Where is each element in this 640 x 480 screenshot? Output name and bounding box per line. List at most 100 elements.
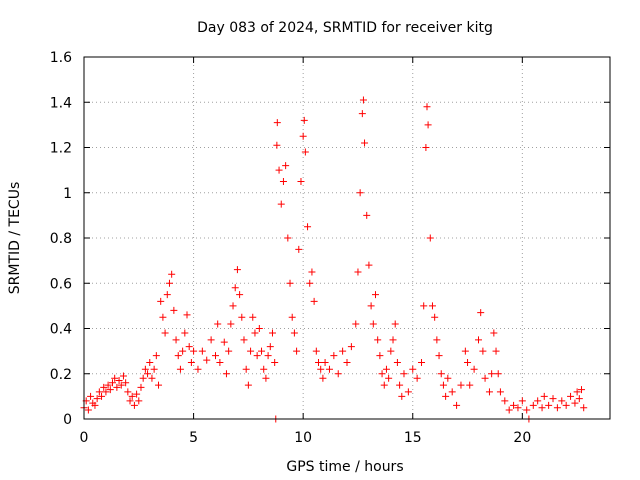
x-axis-label: GPS time / hours	[286, 459, 403, 475]
data-point	[247, 347, 255, 355]
data-point	[251, 329, 259, 337]
data-point	[304, 223, 312, 231]
data-point	[492, 347, 500, 355]
data-point	[240, 336, 248, 344]
plot-frame	[83, 56, 611, 420]
data-point	[126, 397, 134, 405]
data-point	[409, 365, 417, 373]
data-point	[207, 336, 215, 344]
data-point	[168, 270, 176, 278]
data-point	[514, 404, 522, 412]
data-point	[119, 372, 127, 380]
data-point	[501, 397, 509, 405]
data-point	[227, 320, 235, 328]
data-point	[183, 311, 191, 319]
x-tick-label: 10	[294, 430, 312, 446]
data-point	[253, 352, 261, 360]
data-point	[155, 381, 163, 389]
data-point	[249, 313, 257, 321]
data-point	[310, 297, 318, 305]
data-point	[442, 392, 450, 400]
data-point	[567, 392, 575, 400]
data-point	[325, 365, 333, 373]
data-point	[128, 392, 136, 400]
data-point	[273, 141, 281, 149]
data-point	[258, 347, 266, 355]
data-point	[95, 388, 103, 396]
data-point	[185, 343, 193, 351]
data-point	[319, 374, 327, 382]
data-point	[152, 352, 160, 360]
data-point	[330, 352, 338, 360]
data-point	[347, 343, 355, 351]
data-point	[242, 365, 250, 373]
data-point	[418, 358, 426, 366]
data-point	[315, 358, 323, 366]
chart-title: Day 083 of 2024, SRMTID for receiver kit…	[197, 20, 493, 36]
data-point	[238, 313, 246, 321]
y-tick-label: 0.4	[50, 322, 72, 338]
x-tick-label: 15	[404, 430, 422, 446]
data-point	[365, 261, 373, 269]
data-point	[413, 374, 421, 382]
data-point	[141, 365, 149, 373]
data-point	[321, 358, 329, 366]
data-point	[220, 338, 228, 346]
data-point	[104, 381, 112, 389]
data-point	[135, 397, 143, 405]
data-point	[165, 279, 173, 287]
data-point	[117, 381, 125, 389]
data-point	[264, 352, 272, 360]
data-point	[538, 404, 546, 412]
data-point	[271, 358, 279, 366]
tick-labels: 0 5 10 15 20 0 0.2 0.4 0.6 0.8 1 1.2 1.4 1.6	[50, 50, 532, 446]
data-point	[295, 245, 303, 253]
data-point	[369, 320, 377, 328]
data-point	[549, 395, 557, 403]
data-point	[343, 358, 351, 366]
data-point	[286, 279, 294, 287]
data-point	[580, 404, 588, 412]
data-point	[181, 329, 189, 337]
grid	[84, 57, 610, 419]
data-point	[496, 388, 504, 396]
y-tick-label: 1.4	[50, 95, 72, 111]
data-point	[255, 325, 263, 332]
data-point	[91, 401, 99, 409]
data-point	[453, 401, 461, 409]
data-point	[139, 374, 147, 382]
data-point	[488, 370, 496, 378]
x-tick-label: 0	[80, 430, 89, 446]
data-point	[534, 397, 542, 405]
data-point	[437, 370, 445, 378]
data-point	[575, 395, 583, 403]
data-point	[518, 397, 526, 405]
data-point	[299, 132, 307, 140]
data-point	[457, 381, 465, 389]
y-tick-label: 0	[63, 412, 72, 428]
data-point	[573, 388, 581, 396]
data-point	[100, 383, 108, 391]
data-point	[428, 302, 436, 310]
x-tick-label: 20	[513, 430, 531, 446]
data-point	[244, 381, 252, 389]
data-point	[236, 291, 244, 299]
data-point	[268, 329, 276, 337]
data-point	[144, 370, 152, 378]
data-point	[187, 358, 195, 366]
data-point	[159, 313, 167, 321]
data-point	[231, 284, 239, 292]
data-point	[371, 291, 379, 299]
data-point	[222, 370, 230, 378]
data-point	[354, 268, 362, 276]
data-point	[448, 388, 456, 396]
data-point	[150, 365, 158, 373]
data-point	[229, 302, 237, 310]
data-point	[435, 352, 443, 360]
data-point	[179, 347, 187, 355]
data-point	[470, 365, 478, 373]
data-point	[233, 266, 241, 274]
y-tick-label: 1.2	[50, 141, 72, 157]
data-point	[464, 358, 472, 366]
